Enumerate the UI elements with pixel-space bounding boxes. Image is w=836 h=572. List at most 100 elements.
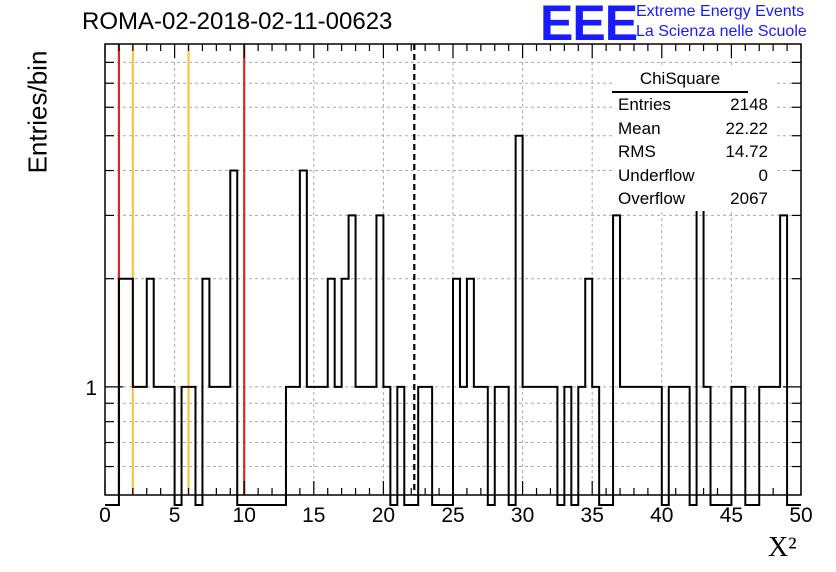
histogram-bin bbox=[154, 387, 161, 495]
stats-value: 2148 bbox=[730, 95, 768, 114]
histogram-bin bbox=[641, 387, 648, 495]
histogram-bin bbox=[230, 171, 237, 495]
histogram-bin bbox=[550, 387, 557, 495]
x-axis-label: X² bbox=[768, 532, 797, 563]
histogram-bin bbox=[467, 279, 474, 495]
stats-value: 14.72 bbox=[725, 142, 768, 161]
histogram-bin bbox=[697, 171, 704, 495]
y-axis-label: Entries/bin bbox=[22, 50, 53, 174]
histogram-bin bbox=[620, 387, 627, 495]
histogram-bin bbox=[418, 387, 425, 495]
histogram-bin bbox=[502, 387, 509, 495]
histogram-bin bbox=[759, 387, 766, 495]
histogram-bin bbox=[780, 215, 787, 495]
histogram-bin bbox=[474, 387, 481, 495]
histogram-bin bbox=[300, 171, 307, 495]
histogram-bin bbox=[648, 387, 655, 495]
histogram-bin bbox=[328, 279, 335, 495]
histogram-bin bbox=[286, 387, 293, 495]
histogram-bin bbox=[202, 279, 209, 495]
axis-ticks bbox=[104, 44, 802, 495]
stats-row-entries: Entries 2148 bbox=[612, 93, 774, 117]
stats-row-underflow: Underflow 0 bbox=[612, 164, 774, 188]
histogram-bin bbox=[356, 387, 363, 495]
histogram-outline bbox=[105, 134, 801, 506]
x-tick-label: 20 bbox=[372, 504, 395, 527]
x-tick-label: 40 bbox=[650, 504, 673, 527]
stats-value: 22.22 bbox=[725, 118, 768, 138]
x-tick-label: 10 bbox=[233, 504, 256, 527]
histogram-bin bbox=[383, 387, 390, 495]
stats-row-mean: Mean 22.22 bbox=[612, 117, 774, 141]
x-tick-label: 15 bbox=[302, 504, 325, 527]
histogram-bin bbox=[363, 387, 370, 495]
histogram-bin bbox=[223, 387, 230, 495]
histogram-bin bbox=[731, 387, 738, 495]
x-tick-label: 35 bbox=[581, 504, 604, 527]
histogram-bin bbox=[133, 387, 140, 495]
stats-label: Underflow bbox=[618, 165, 695, 185]
x-tick-label: 45 bbox=[720, 504, 743, 527]
histogram-bin bbox=[676, 387, 683, 495]
stats-label: RMS bbox=[618, 142, 656, 161]
histogram-bin bbox=[585, 279, 592, 495]
histogram-bin bbox=[683, 387, 690, 495]
x-tick-label: 25 bbox=[441, 504, 464, 527]
histogram-bin bbox=[516, 136, 523, 495]
histogram-bin bbox=[543, 387, 550, 495]
histogram-bin bbox=[293, 387, 300, 495]
histogram-bin bbox=[321, 387, 328, 495]
logo-line-1: Extreme Energy Events bbox=[636, 3, 805, 20]
histogram-bins bbox=[105, 134, 801, 506]
y-tick-label: 1 bbox=[85, 377, 97, 400]
histogram-bin bbox=[704, 387, 711, 495]
histogram-bin bbox=[578, 387, 585, 495]
histogram-bin bbox=[335, 387, 342, 495]
histogram-bin bbox=[161, 387, 168, 495]
chart-title: ROMA-02-2018-02-11-00623 bbox=[82, 8, 393, 35]
histogram-bin bbox=[168, 387, 175, 495]
histogram-bin bbox=[530, 387, 537, 495]
histogram-bin bbox=[495, 387, 502, 495]
histogram-bin bbox=[369, 387, 376, 495]
stats-row-rms: RMS 14.72 bbox=[612, 140, 774, 164]
histogram-bin bbox=[126, 279, 133, 495]
histogram-bin bbox=[460, 387, 467, 495]
histogram-bin bbox=[627, 387, 634, 495]
stats-value: 0 bbox=[758, 165, 768, 185]
histogram-bin bbox=[613, 215, 620, 495]
histogram-bin bbox=[773, 387, 780, 495]
histogram-bin bbox=[634, 387, 641, 495]
histogram-bin bbox=[766, 387, 773, 495]
histogram-bin bbox=[216, 387, 223, 495]
histogram-bin bbox=[182, 387, 189, 495]
histogram-bin bbox=[564, 387, 571, 495]
histogram-bin bbox=[349, 215, 356, 495]
x-tick-label: 5 bbox=[169, 504, 181, 527]
histogram-bin bbox=[592, 387, 599, 495]
histogram-bin bbox=[425, 387, 432, 495]
stats-box: ChiSquare Entries 2148 Mean 22.22 RMS 14… bbox=[612, 68, 774, 211]
stats-label: Overflow bbox=[618, 189, 686, 208]
histogram-bin bbox=[314, 387, 321, 495]
histogram-bin bbox=[655, 387, 662, 495]
histogram-bin bbox=[453, 279, 460, 495]
logo-line-2: La Scienza nelle Scuole bbox=[636, 23, 807, 40]
x-tick-label: 30 bbox=[511, 504, 534, 527]
histogram-bin bbox=[189, 387, 196, 495]
histogram-bin bbox=[738, 387, 745, 495]
histogram-bin bbox=[523, 387, 530, 495]
tick-labels: 0 5 10 15 20 25 30 35 40 45 50 1 bbox=[85, 377, 812, 527]
stats-label: Mean bbox=[618, 118, 661, 138]
histogram-bin bbox=[481, 387, 488, 495]
stats-title: ChiSquare bbox=[612, 68, 748, 93]
x-tick-label: 0 bbox=[99, 504, 111, 527]
stats-row-overflow: Overflow 2067 bbox=[612, 187, 774, 211]
histogram-bin bbox=[140, 387, 147, 495]
histogram-bin bbox=[342, 279, 349, 495]
eee-logo-mark: EEE bbox=[540, 0, 638, 51]
histogram-bin bbox=[147, 279, 154, 495]
histogram-bin bbox=[397, 387, 404, 495]
histogram-bin bbox=[376, 215, 383, 495]
